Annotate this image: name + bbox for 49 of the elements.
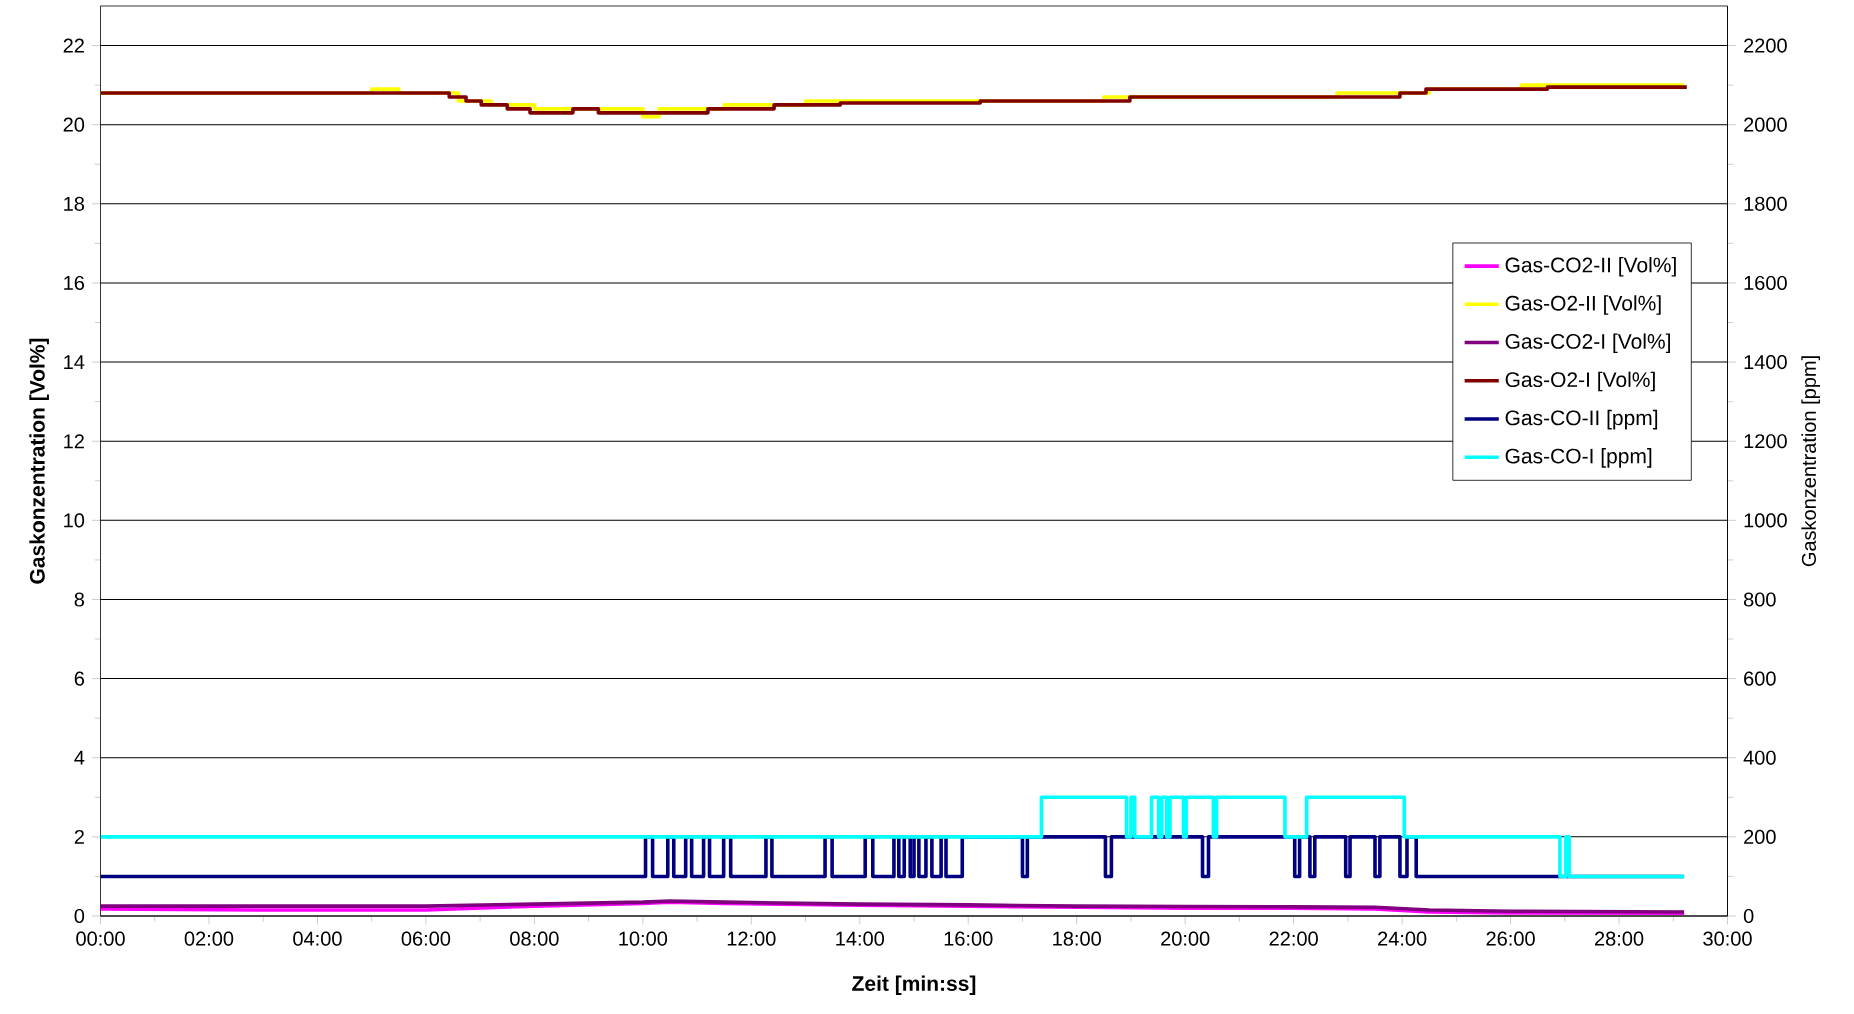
y-axis-title: Gaskonzentration [Vol%] — [29, 338, 49, 584]
y2-tick-label: 1400 — [1744, 355, 1787, 370]
y-tick-label: 16 — [64, 275, 85, 291]
y2-tick-label: 2200 — [1744, 38, 1787, 53]
y2-tick-label: 1800 — [1744, 196, 1787, 211]
y2-tick-label: 200 — [1744, 829, 1776, 844]
y2-axis-title: Gaskonzentration [ppm] — [1801, 356, 1820, 567]
y-tick-label: 22 — [63, 38, 84, 53]
x-tick-label: 10:00 — [619, 931, 668, 946]
x-tick-label: 14:00 — [836, 931, 885, 946]
y2-tick-label: 1600 — [1744, 275, 1787, 291]
y2-tick-label: 1000 — [1744, 513, 1787, 528]
y2-tick-label: 800 — [1743, 592, 1776, 607]
x-tick-label: 00:00 — [76, 931, 125, 946]
x-tick-label: 22:00 — [1269, 931, 1318, 946]
y-tick-label: 2 — [74, 829, 84, 844]
y-tick-label: 8 — [74, 592, 85, 607]
x-tick-label: 06:00 — [401, 931, 451, 946]
y-tick-label: 14 — [64, 355, 85, 369]
x-tick-label: 28:00 — [1595, 931, 1644, 946]
y-tick-label: 6 — [74, 671, 85, 686]
x-tick-label: 16:00 — [944, 931, 993, 946]
x-tick-label: 24:00 — [1378, 931, 1427, 946]
x-tick-label: 30:00 — [1703, 931, 1752, 946]
x-tick-label: 20:00 — [1161, 931, 1210, 946]
x-axis-title: Zeit [min:ss] — [852, 975, 976, 996]
x-tick-label: 26:00 — [1486, 931, 1535, 946]
legend-label: Gas-CO-I [ppm] — [1505, 448, 1652, 468]
legend-label: Gas-O2-I [Vol%] — [1505, 371, 1655, 392]
y-tick-label: 0 — [74, 908, 85, 924]
x-tick-label: 02:00 — [184, 931, 234, 946]
legend-label: Gas-CO2-I [Vol%] — [1505, 333, 1670, 354]
x-tick-label: 04:00 — [293, 931, 342, 946]
y2-tick-label: 2000 — [1744, 117, 1787, 132]
y-tick-label: 20 — [63, 117, 85, 132]
y2-tick-label: 400 — [1743, 750, 1776, 765]
legend-label: Gas-O2-II [Vol%] — [1505, 295, 1661, 315]
y-tick-label: 10 — [64, 513, 85, 528]
x-tick-label: 12:00 — [727, 931, 776, 946]
y-tick-label: 4 — [74, 750, 85, 765]
x-tick-label: 18:00 — [1053, 931, 1101, 946]
y2-tick-label: 600 — [1744, 671, 1776, 686]
y-tick-label: 12 — [64, 434, 84, 449]
y2-tick-label: 0 — [1743, 908, 1754, 924]
y-tick-label: 18 — [64, 196, 85, 211]
legend-label: Gas-CO-II [ppm] — [1505, 409, 1658, 430]
legend-label: Gas-CO2-II [Vol%] — [1505, 257, 1676, 277]
y2-tick-label: 1200 — [1744, 434, 1787, 449]
x-tick-label: 08:00 — [510, 931, 559, 946]
